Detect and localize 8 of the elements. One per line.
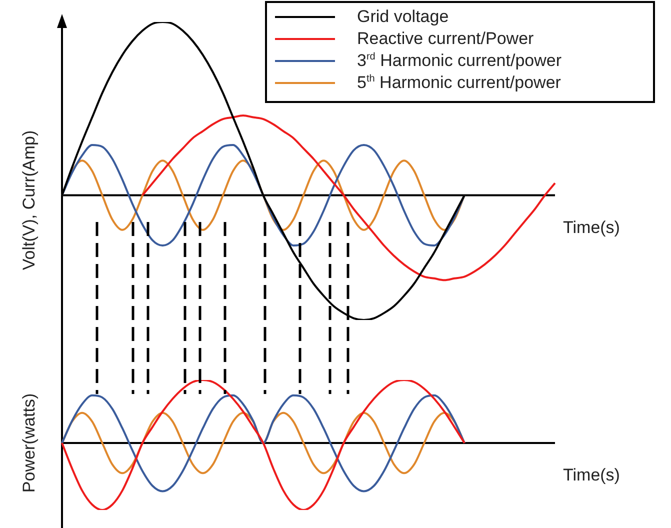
legend-label: 3$^{rd}$ Harmonic current/power [357,51,562,71]
legend-label: 5$^{th}$ Harmonic current/power [357,73,561,93]
x-axis-title: Time(s) [563,218,620,237]
x-axis-title: Time(s) [563,466,620,485]
legend-label: Reactive current/Power [357,29,534,49]
y-axis-title: Power(watts) [20,393,39,493]
legend-label: Grid voltage [357,7,449,27]
y-axis-title: Volt(V), Curr(Amp) [20,130,39,270]
